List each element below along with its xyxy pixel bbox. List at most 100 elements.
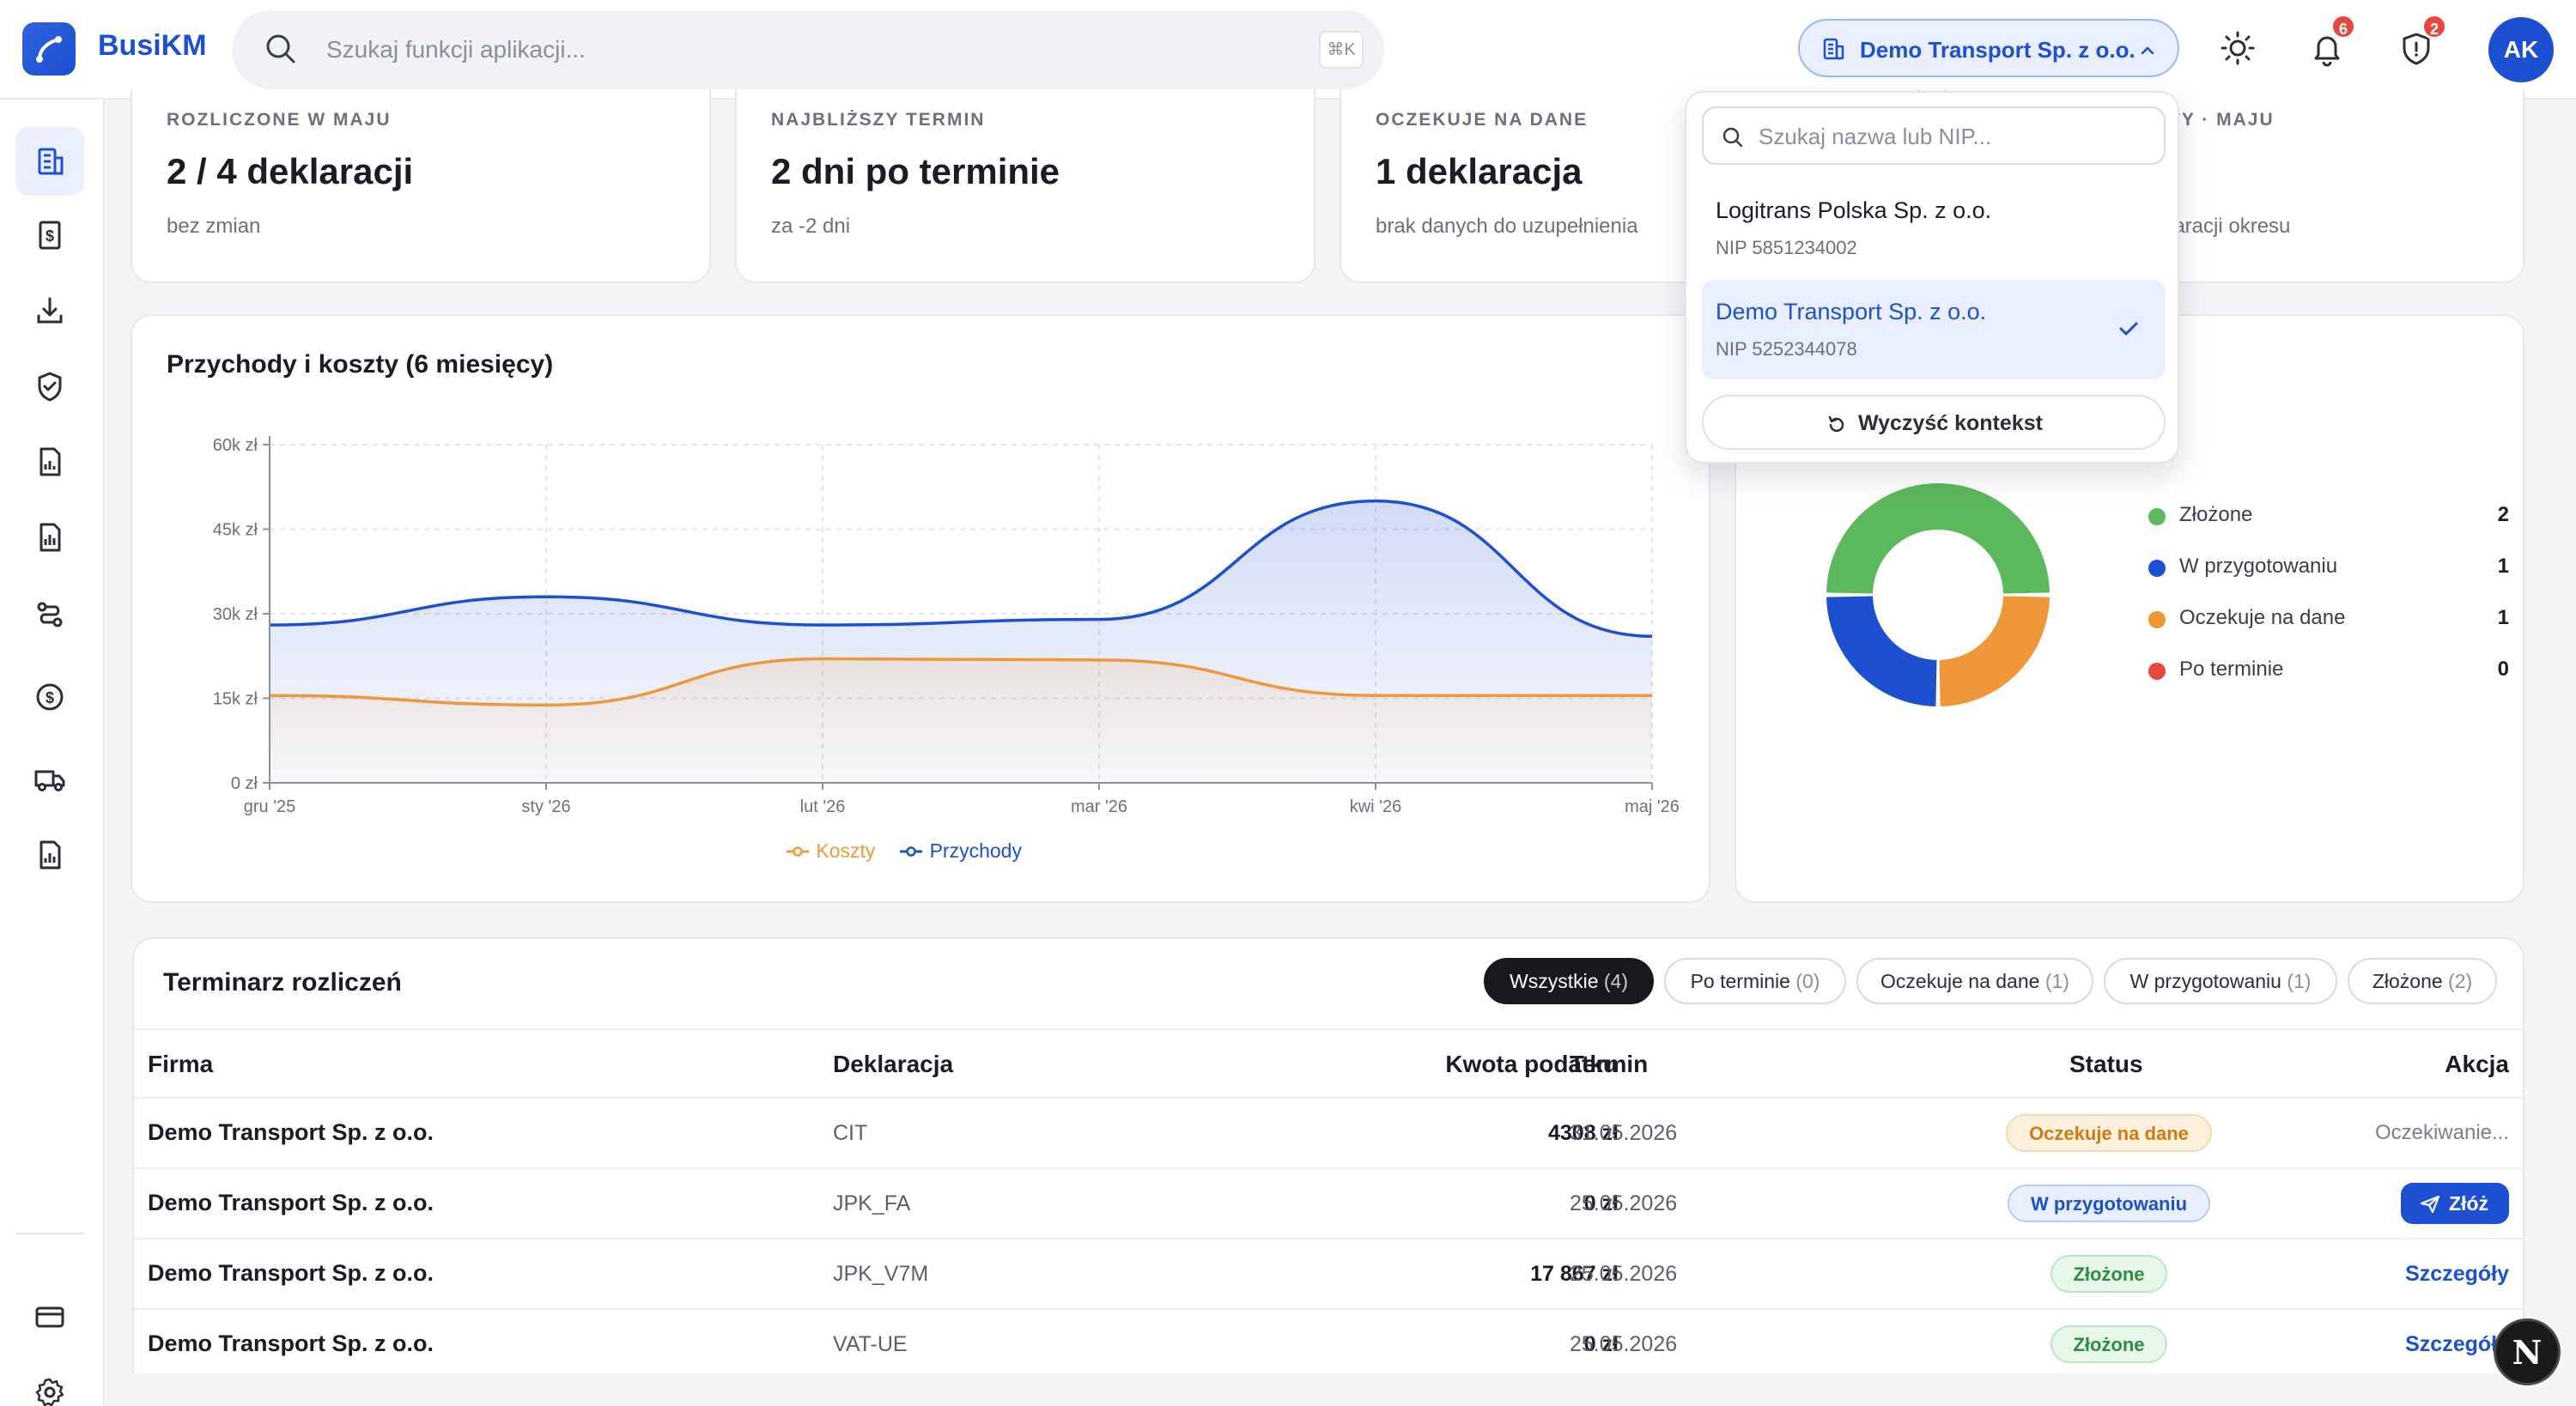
theme-toggle-button[interactable]	[2214, 24, 2262, 72]
y-tick-label: 45k zł	[213, 521, 258, 540]
stat-subtext: bez zmian	[167, 215, 261, 238]
search-icon	[1722, 127, 1743, 148]
sidebar-item-compliance[interactable]	[15, 352, 84, 421]
clear-context-button[interactable]: Wyczyść kontekst	[1702, 395, 2166, 450]
cell-kwota: 0 zł	[1583, 1332, 1619, 1356]
nextjs-dev-button[interactable]: N	[2494, 1318, 2561, 1385]
building-icon	[1820, 36, 1846, 68]
context-search[interactable]	[1702, 106, 2166, 165]
workflow-route-icon	[37, 602, 63, 627]
user-avatar[interactable]: AK	[2488, 17, 2554, 82]
stat-value: 1 deklaracja	[1376, 151, 1583, 191]
column-header-firma[interactable]: Firma	[148, 1051, 214, 1077]
notifications-button[interactable]: 6	[2303, 14, 2356, 72]
filter-chip-submitted[interactable]: Złożone (2)	[2348, 958, 2497, 1004]
app-logo-icon[interactable]	[22, 22, 76, 76]
status-dot	[2148, 508, 2166, 525]
filter-chip-all[interactable]: Wszystkie (4)	[1484, 958, 1654, 1004]
option-name: Demo Transport Sp. z o.o.	[1716, 299, 1987, 324]
x-tick-label: gru '25	[244, 797, 296, 816]
sidebar-item-workflows[interactable]	[15, 580, 84, 649]
legend-count: 0	[2497, 658, 2509, 681]
alerts-badge: 2	[2421, 14, 2447, 39]
sidebar-item-invoices[interactable]: $	[15, 201, 84, 270]
filter-chip-preparing[interactable]: W przygotowaniu (1)	[2104, 958, 2337, 1004]
stat-label: OCZEKUJE NA DANE	[1376, 110, 1589, 130]
legend-line-marker-icon	[900, 846, 923, 857]
legend-name: W przygotowaniu	[2179, 555, 2338, 578]
top-bar: BusiKM ⌘K Demo Transport Sp. z o.o. 6 2 …	[0, 0, 2576, 100]
sidebar-item-declarations[interactable]	[15, 503, 84, 572]
column-header-status[interactable]: Status	[2069, 1051, 2143, 1077]
submit-label: Złóż	[2449, 1192, 2488, 1215]
chip-label: Po terminie	[1690, 970, 1790, 992]
donut-legend-row: W przygotowaniu 1	[2148, 551, 2509, 585]
cell-deklaracja: JPK_V7M	[833, 1262, 929, 1286]
table-row[interactable]: Demo Transport Sp. z o.o. VAT-UE 0 zł 25…	[134, 1310, 2523, 1380]
search-input[interactable]	[326, 33, 1185, 67]
submit-declaration-button[interactable]: Złóż	[2401, 1183, 2509, 1224]
x-tick-label: mar '26	[1071, 797, 1127, 816]
chart-title: Przychody i koszty (6 miesięcy)	[167, 350, 554, 379]
stat-subtext: laracji okresu	[2169, 215, 2291, 238]
dashboard-building-icon	[38, 148, 64, 175]
chip-count: (4)	[1603, 970, 1628, 992]
sidebar-item-reports[interactable]	[15, 427, 84, 496]
sidebar-item-dashboard[interactable]	[15, 127, 84, 196]
table-row[interactable]: Demo Transport Sp. z o.o. JPK_FA 0 zł 25…	[134, 1169, 2523, 1239]
sidebar-item-finance[interactable]: $	[15, 663, 84, 731]
sidebar-item-billing[interactable]	[15, 1282, 84, 1351]
details-link[interactable]: Szczegóły	[2405, 1262, 2509, 1286]
sidebar-item-import[interactable]	[15, 276, 84, 345]
donut-slice[interactable]	[1826, 596, 1937, 706]
cell-firma: Demo Transport Sp. z o.o.	[148, 1119, 434, 1145]
alerts-button[interactable]: 2	[2392, 14, 2447, 72]
report-bars-icon	[39, 840, 61, 870]
filter-chip-overdue[interactable]: Po terminie (0)	[1664, 958, 1846, 1004]
series-line-koszty	[269, 657, 1652, 707]
donut-slice[interactable]	[1826, 482, 2050, 594]
stat-card-settled: ROZLICZONE W MAJU 2 / 4 deklaracji bez z…	[131, 89, 711, 283]
y-tick-label: 15k zł	[213, 690, 258, 709]
table-row[interactable]: Demo Transport Sp. z o.o. CIT 4308 zł 31…	[134, 1099, 2523, 1169]
cell-deklaracja: VAT-UE	[833, 1332, 908, 1356]
legend-label: Koszty	[816, 839, 876, 862]
cell-kwota: 4308 zł	[1547, 1121, 1619, 1145]
global-search[interactable]: ⌘K	[232, 10, 1384, 89]
sidebar-item-settings[interactable]	[15, 1358, 84, 1406]
legend-name: Oczekuje na dane	[2179, 606, 2346, 629]
send-icon	[2420, 1195, 2440, 1214]
column-header-deklaracja[interactable]: Deklaracja	[833, 1051, 954, 1077]
revenue-cost-chart-card: Przychody i koszty (6 miesięcy) 0 zł 15k …	[131, 314, 1710, 903]
sidebar-item-fleet[interactable]	[15, 745, 84, 814]
status-badge: Oczekuje na dane	[2006, 1114, 2212, 1152]
legend-name: Po terminie	[2179, 658, 2284, 681]
invoice-dollar-icon: $	[39, 221, 61, 250]
column-header-akcja[interactable]: Akcja	[2445, 1051, 2509, 1077]
search-shortcut-hint: ⌘K	[1319, 31, 1364, 69]
table-row[interactable]: Demo Transport Sp. z o.o. JPK_V7M 17 867…	[134, 1239, 2523, 1310]
context-option-logitrans[interactable]: Logitrans Polska Sp. z o.o. NIP 58512340…	[1702, 179, 2166, 278]
cell-termin: 25.05.2026	[1570, 1191, 1678, 1215]
stat-subtext: brak danych do uzupełnienia	[1376, 215, 1638, 238]
legend-item-koszty[interactable]: Koszty	[785, 839, 875, 863]
context-option-demo-transport[interactable]: Demo Transport Sp. z o.o. NIP 5252344078	[1702, 280, 2166, 379]
y-tick-label: 0 zł	[231, 774, 258, 793]
sun-icon	[2221, 31, 2255, 65]
legend-item-przychody[interactable]: Przychody	[898, 839, 1022, 863]
cell-kwota: 0 zł	[1583, 1191, 1619, 1215]
donut-slice[interactable]	[1939, 596, 2050, 706]
context-selector-button[interactable]: Demo Transport Sp. z o.o.	[1798, 19, 2179, 77]
x-tick-label: sty '26	[521, 797, 570, 816]
search-icon	[263, 31, 299, 71]
column-header-termin[interactable]: Termin	[1570, 1051, 1649, 1077]
stat-value: 2 / 4 deklaracji	[167, 151, 414, 191]
filter-chip-awaiting[interactable]: Oczekuje na dane (1)	[1856, 958, 2093, 1004]
details-link[interactable]: Szczegóły	[2405, 1332, 2509, 1356]
option-nip: NIP 5851234002	[1716, 237, 1857, 258]
column-header-kwota[interactable]: Kwota podatku	[1445, 1051, 1618, 1077]
context-search-input[interactable]	[1759, 122, 2145, 151]
donut-legend-row: Oczekuje na dane 1	[2148, 603, 2509, 637]
stat-label: TY · MAJU	[2169, 110, 2275, 130]
sidebar-item-analytics[interactable]	[15, 821, 84, 889]
